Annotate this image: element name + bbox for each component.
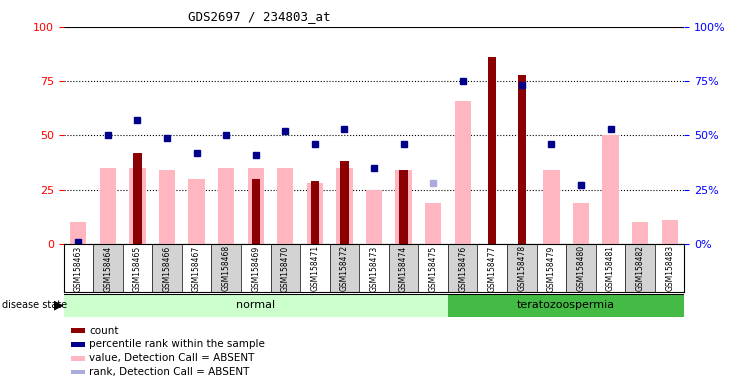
Text: count: count <box>89 326 118 336</box>
Text: GSM158475: GSM158475 <box>429 245 438 291</box>
Bar <box>99 168 116 244</box>
Text: teratozoospermia: teratozoospermia <box>517 300 615 310</box>
Bar <box>71 370 85 374</box>
Bar <box>278 168 293 244</box>
Bar <box>310 181 319 244</box>
Bar <box>566 244 595 292</box>
Bar <box>340 161 349 244</box>
Bar <box>133 153 141 244</box>
Bar <box>477 244 507 292</box>
Text: GSM158479: GSM158479 <box>547 245 556 291</box>
Bar <box>359 244 389 292</box>
Bar <box>455 101 470 244</box>
Bar <box>602 136 619 244</box>
Bar <box>300 244 330 292</box>
Bar <box>251 179 260 244</box>
Text: GSM158466: GSM158466 <box>162 245 171 291</box>
Text: GSM158463: GSM158463 <box>74 245 83 291</box>
Bar <box>64 244 94 292</box>
Bar <box>123 244 153 292</box>
Text: GSM158481: GSM158481 <box>606 245 615 291</box>
Bar <box>129 168 146 244</box>
Bar <box>448 294 684 317</box>
Bar <box>218 168 234 244</box>
Text: GSM158480: GSM158480 <box>577 245 586 291</box>
Bar <box>159 170 175 244</box>
Text: normal: normal <box>236 300 275 310</box>
Bar <box>241 244 271 292</box>
Bar <box>595 244 625 292</box>
Text: GSM158478: GSM158478 <box>518 245 527 291</box>
Bar <box>625 244 654 292</box>
Bar <box>71 342 85 347</box>
Bar <box>153 244 182 292</box>
Text: GSM158467: GSM158467 <box>192 245 201 291</box>
Text: GSM158469: GSM158469 <box>251 245 260 291</box>
Bar <box>488 57 497 244</box>
Text: GSM158474: GSM158474 <box>399 245 408 291</box>
Text: ▶: ▶ <box>54 299 63 312</box>
Bar <box>248 168 264 244</box>
Bar <box>330 244 359 292</box>
Bar <box>661 220 678 244</box>
Bar <box>64 294 448 317</box>
Text: GSM158471: GSM158471 <box>310 245 319 291</box>
Bar <box>536 244 566 292</box>
Text: GDS2697 / 234803_at: GDS2697 / 234803_at <box>188 10 331 23</box>
Bar <box>94 244 123 292</box>
Text: value, Detection Call = ABSENT: value, Detection Call = ABSENT <box>89 353 254 363</box>
Bar <box>418 244 448 292</box>
Text: rank, Detection Call = ABSENT: rank, Detection Call = ABSENT <box>89 367 249 377</box>
Bar <box>389 244 418 292</box>
Bar <box>70 222 87 244</box>
Bar <box>188 179 205 244</box>
Text: GSM158482: GSM158482 <box>636 245 645 291</box>
Bar <box>507 244 536 292</box>
Text: GSM158470: GSM158470 <box>280 245 289 291</box>
Bar <box>399 170 408 244</box>
Text: GSM158483: GSM158483 <box>665 245 674 291</box>
Bar <box>307 183 323 244</box>
Bar <box>396 170 411 244</box>
Text: GSM158477: GSM158477 <box>488 245 497 291</box>
Bar <box>654 244 684 292</box>
Text: GSM158468: GSM158468 <box>221 245 230 291</box>
Bar <box>543 170 560 244</box>
Text: GSM158472: GSM158472 <box>340 245 349 291</box>
Bar <box>71 356 85 361</box>
Text: GSM158473: GSM158473 <box>370 245 378 291</box>
Bar <box>632 222 649 244</box>
Text: GSM158476: GSM158476 <box>459 245 468 291</box>
Text: percentile rank within the sample: percentile rank within the sample <box>89 339 265 349</box>
Bar <box>425 203 441 244</box>
Bar <box>271 244 300 292</box>
Bar <box>366 190 382 244</box>
Text: GSM158464: GSM158464 <box>103 245 112 291</box>
Bar <box>518 74 526 244</box>
Bar <box>573 203 589 244</box>
Bar <box>337 168 352 244</box>
Text: disease state: disease state <box>2 300 67 310</box>
Bar <box>71 328 85 333</box>
Bar <box>212 244 241 292</box>
Bar <box>182 244 212 292</box>
Bar <box>448 244 477 292</box>
Text: GSM158465: GSM158465 <box>133 245 142 291</box>
